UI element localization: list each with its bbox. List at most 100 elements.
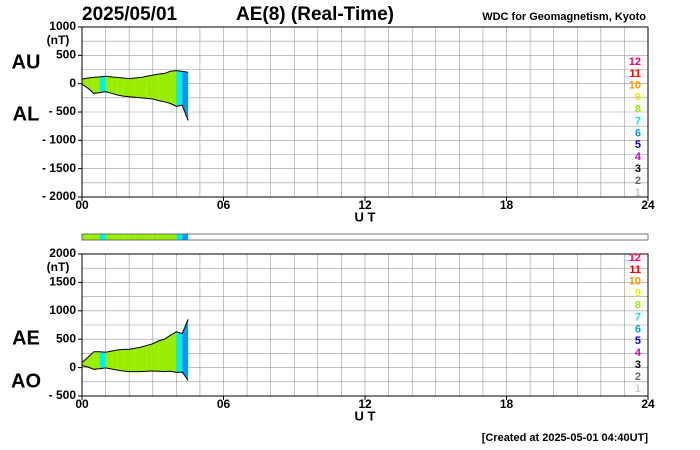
area-segment <box>93 351 100 370</box>
area-segment <box>146 75 153 99</box>
area-segment <box>170 70 177 107</box>
area-segment <box>170 331 177 373</box>
chart-title: 2025/05/01 <box>82 4 178 25</box>
station-legend-label: 2 <box>635 371 641 383</box>
station-strip-segment <box>87 234 94 240</box>
station-legend-label: 1 <box>635 383 641 395</box>
y-axis-label: (nT) <box>47 260 70 274</box>
area-segment <box>82 357 88 368</box>
series-line <box>81 70 189 80</box>
y-tick-label: 0 <box>69 76 76 90</box>
station-strip-segment <box>111 234 118 240</box>
station-legend-label: 4 <box>635 347 642 359</box>
station-strip-segment <box>82 234 88 240</box>
area-segment <box>176 70 183 107</box>
area-segment <box>129 348 136 372</box>
y-tick-label: - 1000 <box>42 133 76 147</box>
station-strip-segment <box>123 234 130 240</box>
station-legend-label: 12 <box>629 252 641 264</box>
station-legend-label: 11 <box>629 264 641 276</box>
area-segment <box>117 349 124 372</box>
station-legend-label: 12 <box>629 56 641 68</box>
series-label: AE <box>12 327 40 349</box>
station-strip-segment <box>152 234 159 240</box>
x-tick-label: 12 <box>358 397 372 411</box>
station-strip-segment <box>135 234 141 240</box>
area-segment <box>111 76 118 95</box>
x-tick-label: 00 <box>75 198 89 212</box>
footer: [Created at 2025-05-01 04:40UT] <box>482 432 649 444</box>
area-segment <box>135 347 141 372</box>
series-line <box>81 83 189 121</box>
x-tick-label: 06 <box>217 198 231 212</box>
series-label: AL <box>13 103 40 125</box>
area-segment <box>117 77 124 97</box>
station-legend-label: 5 <box>635 139 641 151</box>
x-tick-label: 18 <box>500 397 514 411</box>
y-tick-label: 1000 <box>49 19 76 33</box>
station-strip-segment <box>146 234 153 240</box>
series-label: AU <box>12 51 41 73</box>
x-tick-label: 24 <box>641 198 655 212</box>
x-tick-label: 00 <box>75 397 89 411</box>
x-axis-label: U T <box>355 408 376 423</box>
y-tick-label: - 2000 <box>42 189 76 203</box>
x-tick-label: 06 <box>217 397 231 411</box>
series-line <box>81 365 189 381</box>
x-tick-label: 18 <box>500 198 514 212</box>
area-segment <box>105 76 112 94</box>
station-strip-segment <box>140 234 147 240</box>
station-legend-label: 10 <box>629 276 641 288</box>
station-strip-segment <box>164 234 171 240</box>
station-strip-frame <box>81 233 649 241</box>
station-legend-label: 1 <box>635 187 641 199</box>
station-strip-segment <box>158 234 165 240</box>
y-tick-label: 500 <box>56 331 76 345</box>
area-segment <box>105 351 112 370</box>
area-segment <box>129 78 136 98</box>
station-strip-segment <box>99 234 106 240</box>
station-legend-label: 3 <box>635 359 641 371</box>
series-line <box>81 319 189 363</box>
area-segment <box>140 76 147 99</box>
station-legend-label: 7 <box>635 115 641 127</box>
area-segment <box>140 345 147 372</box>
station-legend-label: 10 <box>629 80 641 92</box>
y-axis-label: (nT) <box>47 33 70 47</box>
station-legend-label: 9 <box>635 92 641 104</box>
y-tick-label: 2000 <box>49 246 76 260</box>
area-segment <box>93 76 100 94</box>
station-legend-label: 2 <box>635 175 641 187</box>
station-strip-segment <box>105 234 112 240</box>
area-segment <box>99 351 106 369</box>
station-legend-label: 9 <box>635 288 641 300</box>
station-legend-label: 5 <box>635 335 641 347</box>
source: WDC for Geomagnetism, Kyoto <box>482 11 646 23</box>
area-segment <box>135 77 141 98</box>
station-strip-segment <box>170 234 177 240</box>
y-tick-label: 1000 <box>49 303 76 317</box>
station-strip-segment <box>129 234 136 240</box>
station-legend-label: 11 <box>629 68 641 80</box>
area-segment <box>152 74 159 101</box>
area-segment <box>123 349 130 372</box>
area-segment <box>146 343 153 372</box>
station-strip-segment <box>93 234 100 240</box>
area-segment <box>164 71 171 104</box>
area-segment <box>176 331 183 373</box>
y-tick-label: 0 <box>69 360 76 374</box>
y-tick-label: - 500 <box>49 388 77 402</box>
x-axis-label: U T <box>355 209 376 224</box>
y-tick-label: 1500 <box>49 275 76 289</box>
station-strip-segment <box>117 234 124 240</box>
area-segment <box>164 335 171 372</box>
area-segment <box>99 76 106 93</box>
area-segment <box>82 78 88 89</box>
station-legend-label: 6 <box>635 127 641 139</box>
station-legend-label: 6 <box>635 323 641 335</box>
y-tick-label: - 1500 <box>42 161 76 175</box>
area-segment <box>182 319 189 381</box>
station-legend-label: 4 <box>635 151 642 163</box>
station-strip-segment <box>176 234 183 240</box>
